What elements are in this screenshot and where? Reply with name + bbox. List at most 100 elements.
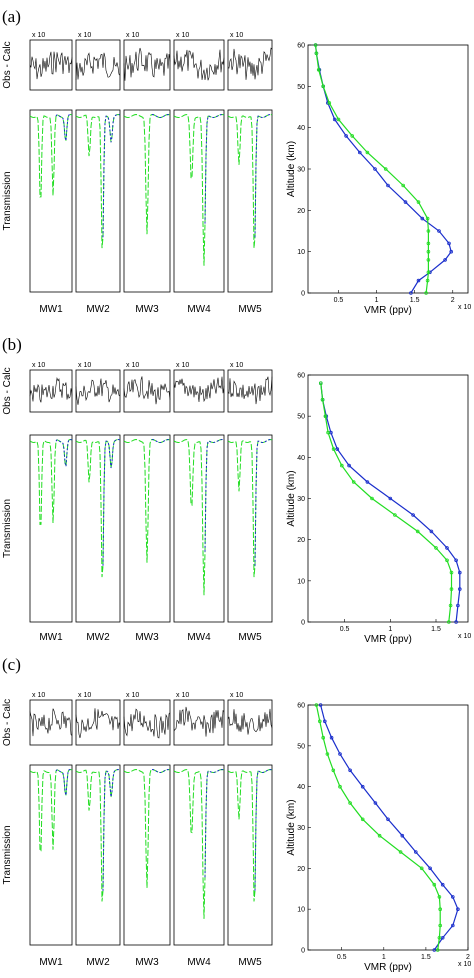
microwindow-label: MW1	[39, 957, 63, 968]
transmission-axes-box	[173, 764, 225, 946]
transmission-axes-box	[29, 109, 73, 293]
profile-xtick-label: 0.5	[337, 954, 347, 961]
profile-xtick-label: 2	[466, 954, 470, 961]
profile-point	[434, 546, 438, 550]
residual-multiplier: x 10	[176, 362, 189, 369]
profile-point	[401, 183, 406, 188]
profile-point	[440, 935, 445, 940]
residual-ylabel: Obs - Calc	[2, 699, 13, 746]
profile-point	[437, 935, 442, 940]
transmission-axes-box	[173, 434, 225, 623]
profile-point	[450, 895, 455, 899]
residual-axes-box	[173, 369, 225, 413]
profile-ytick-label: 10	[297, 249, 305, 256]
residual-trace	[227, 376, 273, 405]
profile-point	[426, 229, 431, 233]
profile-point	[415, 529, 420, 534]
residual-trace	[29, 377, 73, 403]
profile-point	[411, 513, 415, 517]
profile-ylabel: Altitude (km)	[286, 470, 297, 526]
profile-point	[446, 620, 451, 624]
profile-x-multiplier: x 10	[458, 961, 471, 968]
profile-point	[457, 587, 462, 591]
transmission-axes-box	[173, 109, 225, 293]
calculated-spectrum	[254, 113, 273, 238]
profile-ytick-label: 20	[297, 866, 305, 873]
profile-xtick-label: 1	[382, 954, 386, 961]
profile-series-line	[320, 704, 459, 951]
panel-label: (b)	[2, 335, 22, 354]
residual-axes-box	[75, 39, 121, 91]
transmission-axes-box	[75, 434, 121, 623]
profile-ytick-label: 10	[297, 907, 305, 914]
microwindow-label: MW4	[187, 957, 211, 968]
profile-point	[377, 833, 382, 838]
profile-point	[437, 229, 441, 233]
profile-point	[383, 167, 388, 171]
calculated-spectrum	[151, 438, 171, 444]
profile-point	[338, 784, 342, 789]
observed-spectrum	[227, 438, 273, 578]
profile-point	[317, 719, 322, 724]
profile-point	[456, 603, 460, 608]
profile-point	[426, 241, 431, 246]
observed-spectrum	[227, 768, 273, 902]
profile-point	[449, 249, 454, 254]
microwindow-label: MW5	[238, 304, 262, 315]
profile-point	[357, 150, 362, 155]
profile-ytick-label: 60	[297, 43, 305, 50]
microwindow-label: MW5	[238, 632, 262, 643]
residual-trace	[173, 49, 225, 81]
profile-ytick-label: 40	[297, 784, 305, 791]
residual-multiplier: x 10	[230, 692, 243, 699]
transmission-axes-box	[227, 109, 273, 293]
residual-ylabel: Obs - Calc	[2, 41, 13, 88]
profile-point	[320, 397, 325, 402]
profile-point	[437, 895, 442, 899]
residual-axes-box	[123, 699, 171, 746]
profile-point	[440, 882, 445, 887]
calculated-spectrum	[204, 768, 225, 878]
profile-point	[344, 134, 348, 138]
profile-ytick-label: 50	[297, 84, 305, 91]
profile-ytick-label: 0	[301, 948, 305, 955]
profile-xlabel: VMR (ppv)	[364, 962, 412, 973]
residual-trace	[29, 51, 73, 80]
microwindow-label: MW4	[187, 304, 211, 315]
residual-axes-box	[227, 699, 273, 746]
microwindow-label: MW2	[86, 957, 110, 968]
residual-trace	[75, 708, 121, 739]
residual-trace	[123, 47, 171, 81]
profile-xtick-label: 1.5	[410, 297, 420, 304]
profile-point	[314, 51, 319, 56]
microwindow-label: MW5	[238, 957, 262, 968]
profile-ytick-label: 30	[297, 825, 305, 832]
observed-spectrum	[123, 768, 171, 888]
profile-point	[386, 817, 390, 822]
profile-point	[416, 200, 421, 204]
profile-point	[327, 101, 332, 105]
profile-point	[348, 801, 352, 805]
residual-axes-box	[29, 369, 73, 413]
profile-point	[336, 117, 341, 122]
residual-axes-box	[29, 699, 73, 746]
calculated-spectrum	[254, 768, 273, 891]
calculated-spectrum	[102, 113, 121, 238]
profile-point	[326, 430, 330, 435]
profile-ytick-label: 50	[297, 414, 305, 421]
profile-point	[454, 620, 458, 624]
profile-xtick-label: 1	[388, 626, 392, 633]
residual-trace	[227, 47, 273, 80]
profile-point	[321, 84, 326, 89]
profile-point	[432, 882, 437, 887]
residual-trace	[75, 52, 121, 81]
profile-xtick-label: 0.5	[334, 297, 344, 304]
calculated-spectrum	[55, 113, 73, 141]
profile-ytick-label: 60	[297, 373, 305, 380]
transmission-axes-box	[227, 764, 273, 946]
transmission-ylabel: Transmission	[2, 171, 13, 230]
profile-point	[350, 134, 355, 138]
profile-ytick-label: 10	[297, 578, 305, 585]
profile-point	[347, 463, 351, 468]
